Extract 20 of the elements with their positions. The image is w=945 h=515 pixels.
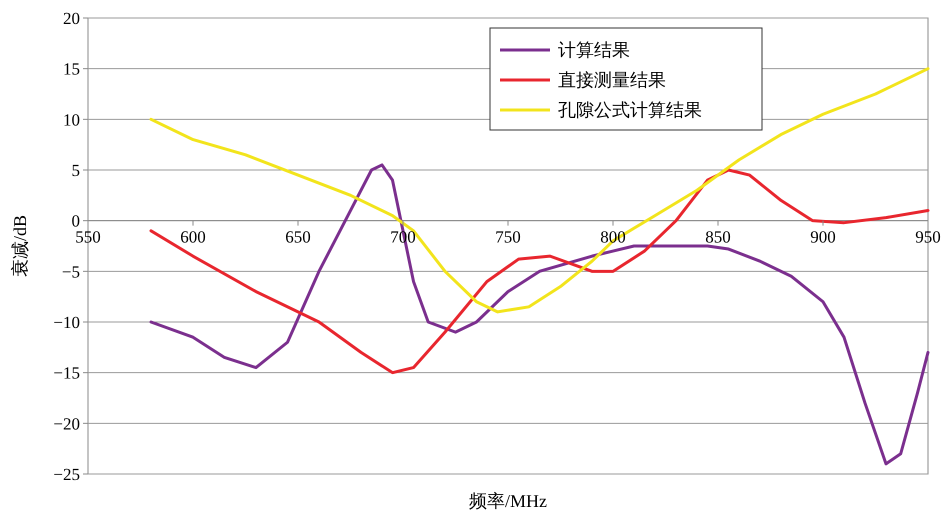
y-tick-label: −10: [53, 313, 80, 332]
y-tick-label: 15: [63, 60, 80, 79]
y-tick-label: −25: [53, 465, 80, 484]
y-tick-label: −5: [62, 262, 80, 282]
x-tick-label: 650: [285, 228, 311, 247]
y-tick-label: −20: [53, 414, 80, 434]
x-tick-label: 850: [705, 228, 731, 247]
x-tick-label: 600: [180, 228, 206, 247]
x-tick-label: 750: [495, 228, 521, 247]
y-tick-label: 5: [72, 161, 80, 180]
legend-label: 孔隙公式计算结果: [558, 100, 702, 120]
x-tick-label: 950: [915, 228, 941, 247]
y-axis-title: 衰减/dB: [10, 214, 30, 278]
y-tick-label: −15: [53, 364, 80, 383]
y-tick-label: 20: [63, 9, 80, 28]
legend-label: 计算结果: [558, 40, 630, 60]
legend-label: 直接测量结果: [558, 70, 666, 90]
x-tick-label: 900: [810, 228, 836, 247]
x-axis-title: 频率/MHz: [469, 491, 548, 511]
y-tick-label: 10: [63, 110, 80, 130]
